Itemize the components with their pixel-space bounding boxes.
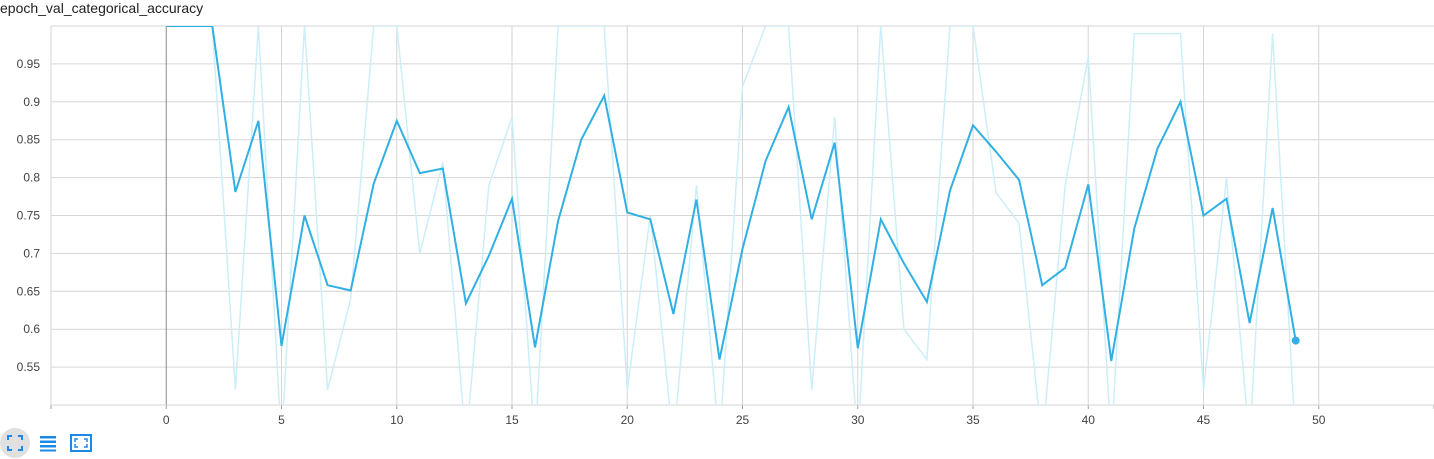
data-table-icon [40, 436, 56, 452]
y-tick-label: 0.75 [17, 209, 41, 223]
fit-domain-icon [7, 435, 23, 451]
y-tick-label: 0.8 [23, 171, 40, 185]
y-tick-label: 0.6 [23, 322, 40, 336]
chart-title: epoch_val_categorical_accuracy [0, 0, 204, 16]
toggle-zoom-button[interactable] [66, 428, 96, 458]
raw-series-line [166, 26, 1295, 405]
x-tick-label: 10 [390, 413, 404, 427]
last-point-marker [1291, 336, 1300, 345]
smoothed-series-line [166, 26, 1297, 362]
y-tick-label: 0.85 [17, 133, 41, 147]
chart-toolbar [0, 428, 99, 458]
y-tick-label: 0.65 [17, 284, 41, 298]
x-tick-label: 20 [621, 413, 635, 427]
x-tick-label: 25 [736, 413, 750, 427]
plot-area [166, 26, 1297, 405]
data-table-button[interactable] [33, 428, 63, 458]
x-tick-label: 0 [163, 413, 170, 427]
y-tick-label: 0.55 [17, 360, 41, 374]
toggle-zoom-icon [70, 434, 92, 452]
x-tick-label: 50 [1312, 413, 1326, 427]
x-tick-label: 15 [505, 413, 519, 427]
x-tick-label: 5 [278, 413, 285, 427]
x-tick-label: 30 [851, 413, 865, 427]
y-tick-label: 0.95 [17, 57, 41, 71]
x-tick-label: 40 [1082, 413, 1096, 427]
line-chart: 0.55 0.6 0.65 0.7 0.75 0.8 0.85 0.9 0.95 0 5 10 15 20… [17, 25, 1434, 427]
y-tick-label: 0.9 [23, 95, 40, 109]
y-tick-label: 0.7 [23, 246, 40, 260]
fit-domain-button[interactable] [0, 428, 30, 458]
x-tick-label: 35 [966, 413, 980, 427]
x-tick-label: 45 [1197, 413, 1211, 427]
